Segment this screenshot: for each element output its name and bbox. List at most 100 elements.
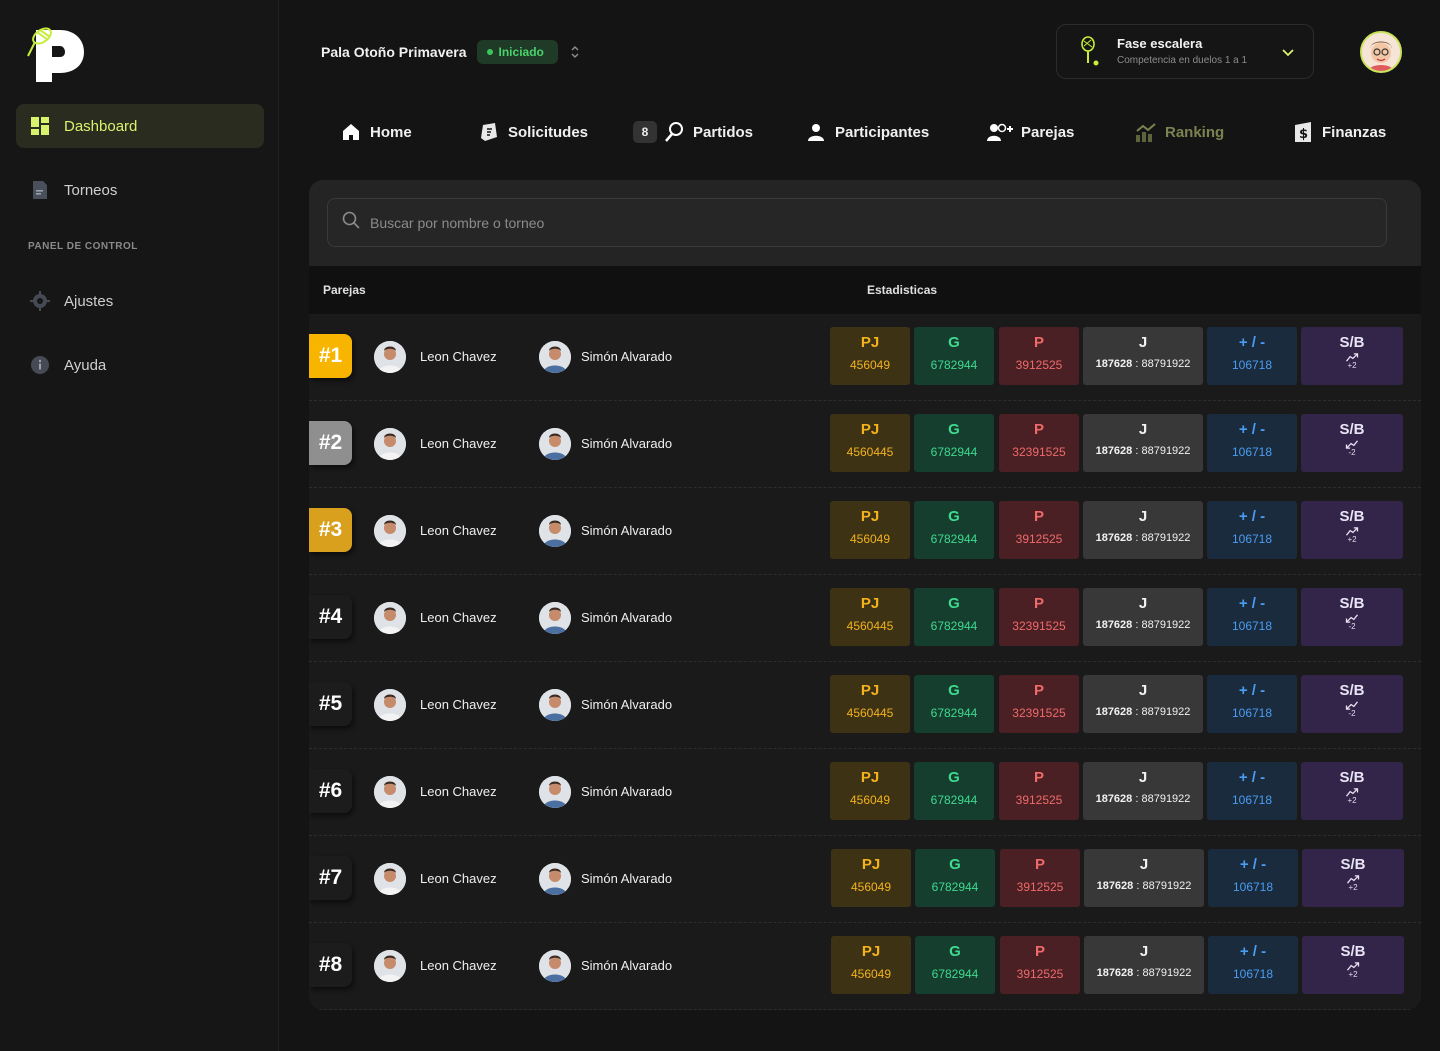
stat-label: S/B (1339, 508, 1365, 525)
stat-value: 187628 : 88791922 (1095, 445, 1191, 457)
stat-plus-minus: + / - 106718 (1207, 675, 1297, 733)
stat-value: 187628 : 88791922 (1095, 706, 1191, 718)
player-name[interactable]: Leon Chavez (420, 784, 497, 799)
player-name[interactable]: Simón Alvarado (581, 349, 673, 364)
player-name[interactable]: Simón Alvarado (581, 610, 673, 625)
stat-value: 187628 : 88791922 (1096, 880, 1192, 892)
stat-p: P 32391525 (999, 414, 1079, 472)
avatar (374, 950, 406, 982)
stat-p: P 3912525 (999, 327, 1079, 385)
player-name[interactable]: Leon Chavez (420, 871, 497, 886)
tab-label: Home (370, 123, 412, 141)
stat-label: P (1033, 769, 1044, 786)
tab-participantes[interactable]: Participantes (805, 112, 929, 152)
stat-label: PJ (860, 334, 880, 351)
tab-solicitudes[interactable]: Solicitudes (478, 112, 588, 152)
stat-value: 187628 : 88791922 (1095, 793, 1191, 805)
rank-badge: #8 (309, 943, 352, 987)
table-row[interactable]: #3 Leon Chavez Simón Alvarado PJ 456049 G 6782… (309, 488, 1421, 575)
tab-label: Solicitudes (508, 123, 589, 141)
table-row[interactable]: #2 Leon Chavez Simón Alvarado PJ 4560445 G 678… (309, 401, 1421, 488)
stat-label: PJ (860, 769, 880, 786)
table-row[interactable]: #8 Leon Chavez Simón Alvarado PJ 456049 G 6782… (309, 923, 1421, 1010)
phase-subtitle: Competencia en duelos 1 a 1 (1117, 55, 1248, 66)
player-name[interactable]: Simón Alvarado (581, 784, 673, 799)
stat-j: J 187628 : 88791922 (1083, 327, 1203, 385)
table-row[interactable]: #4 Leon Chavez Simón Alvarado PJ 4560445 G 678… (309, 575, 1421, 662)
dollar-icon: $ (1292, 121, 1314, 143)
phase-selector[interactable]: Fase escalera Competencia en duelos 1 a … (1056, 24, 1314, 79)
stat-plus-minus: + / - 106718 (1207, 501, 1297, 559)
stat-label: PJ (860, 595, 880, 612)
tab-ranking[interactable]: Ranking (1135, 112, 1224, 152)
sidebar-item-torneos[interactable]: Torneos (16, 168, 264, 212)
tab-label: Ranking (1165, 123, 1225, 141)
stat-plus-minus: + / - 106718 (1207, 762, 1297, 820)
app-logo[interactable] (26, 22, 88, 84)
player-name[interactable]: Simón Alvarado (581, 958, 673, 973)
tab-label: Parejas (1021, 123, 1075, 141)
table-row[interactable]: #7 Leon Chavez Simón Alvarado PJ 456049 G 6782… (309, 836, 1421, 923)
player-name[interactable]: Simón Alvarado (581, 436, 673, 451)
stat-value: 6782944 (931, 967, 979, 981)
stat-label: P (1033, 682, 1044, 699)
phase-title: Fase escalera (1117, 36, 1203, 51)
stat-j: J 187628 : 88791922 (1083, 588, 1203, 646)
tab-home[interactable]: Home (340, 112, 412, 152)
player-name[interactable]: Leon Chavez (420, 610, 497, 625)
stat-value: +2 (1348, 883, 1358, 892)
stat-value: 106718 (1232, 880, 1274, 894)
stat-pj: PJ 456049 (831, 936, 911, 994)
stat-value: 32391525 (1012, 706, 1066, 720)
player-name[interactable]: Leon Chavez (420, 349, 497, 364)
stat-label: + / - (1238, 421, 1266, 438)
tab-label: Finanzas (1322, 123, 1387, 141)
tab-partidos[interactable]: 8 Partidos (633, 112, 753, 152)
avatar (539, 602, 571, 634)
stat-value: 4560445 (846, 619, 894, 633)
sidebar-item-ayuda[interactable]: Ayuda (16, 343, 264, 387)
table-row[interactable]: #1 Leon Chavez Simón Alvarado PJ 456049 G 6782… (309, 314, 1421, 401)
user-icon (805, 121, 827, 143)
stat-value: 6782944 (930, 358, 978, 372)
tab-finanzas[interactable]: $ Finanzas (1292, 112, 1386, 152)
search-box[interactable] (327, 198, 1387, 247)
requests-icon (478, 121, 500, 143)
player-name[interactable]: Simón Alvarado (581, 523, 673, 538)
user-avatar[interactable] (1360, 31, 1402, 73)
stat-value: 456049 (849, 358, 891, 372)
sidebar-item-ajustes[interactable]: Ajustes (16, 279, 264, 323)
stat-label: PJ (860, 421, 880, 438)
avatar (374, 515, 406, 547)
stat-value: +2 (1347, 361, 1357, 370)
table-row[interactable]: #5 Leon Chavez Simón Alvarado PJ 4560445 G 678… (309, 662, 1421, 749)
tournament-selector[interactable]: Pala Otoño Primavera Iniciado (321, 40, 580, 64)
stat-value: 456049 (850, 967, 892, 981)
stat-label: J (1138, 682, 1148, 699)
player-name[interactable]: Leon Chavez (420, 436, 497, 451)
racket-icon (663, 121, 685, 143)
stat-label: G (948, 421, 960, 438)
avatar (374, 602, 406, 634)
stat-value: 6782944 (930, 793, 978, 807)
sidebar-item-label: Dashboard (64, 117, 138, 135)
player-name[interactable]: Leon Chavez (420, 523, 497, 538)
avatar (539, 950, 571, 982)
stat-value: 187628 : 88791922 (1095, 358, 1191, 370)
updown-chevron-icon[interactable] (570, 44, 580, 60)
stat-label: G (949, 856, 961, 873)
player-name[interactable]: Leon Chavez (420, 958, 497, 973)
stat-g: G 6782944 (914, 414, 994, 472)
stat-pj: PJ 4560445 (830, 588, 910, 646)
player-name[interactable]: Leon Chavez (420, 697, 497, 712)
sidebar-item-dashboard[interactable]: Dashboard (16, 104, 264, 148)
tab-parejas[interactable]: Parejas (987, 112, 1074, 152)
table-row[interactable]: #6 Leon Chavez Simón Alvarado PJ 456049 G 6782… (309, 749, 1421, 836)
stat-label: + / - (1238, 682, 1266, 699)
stat-label: G (948, 595, 960, 612)
stat-p: P 3912525 (999, 762, 1079, 820)
player-name[interactable]: Simón Alvarado (581, 871, 673, 886)
gear-icon (30, 291, 50, 311)
search-input[interactable] (370, 214, 1270, 231)
player-name[interactable]: Simón Alvarado (581, 697, 673, 712)
